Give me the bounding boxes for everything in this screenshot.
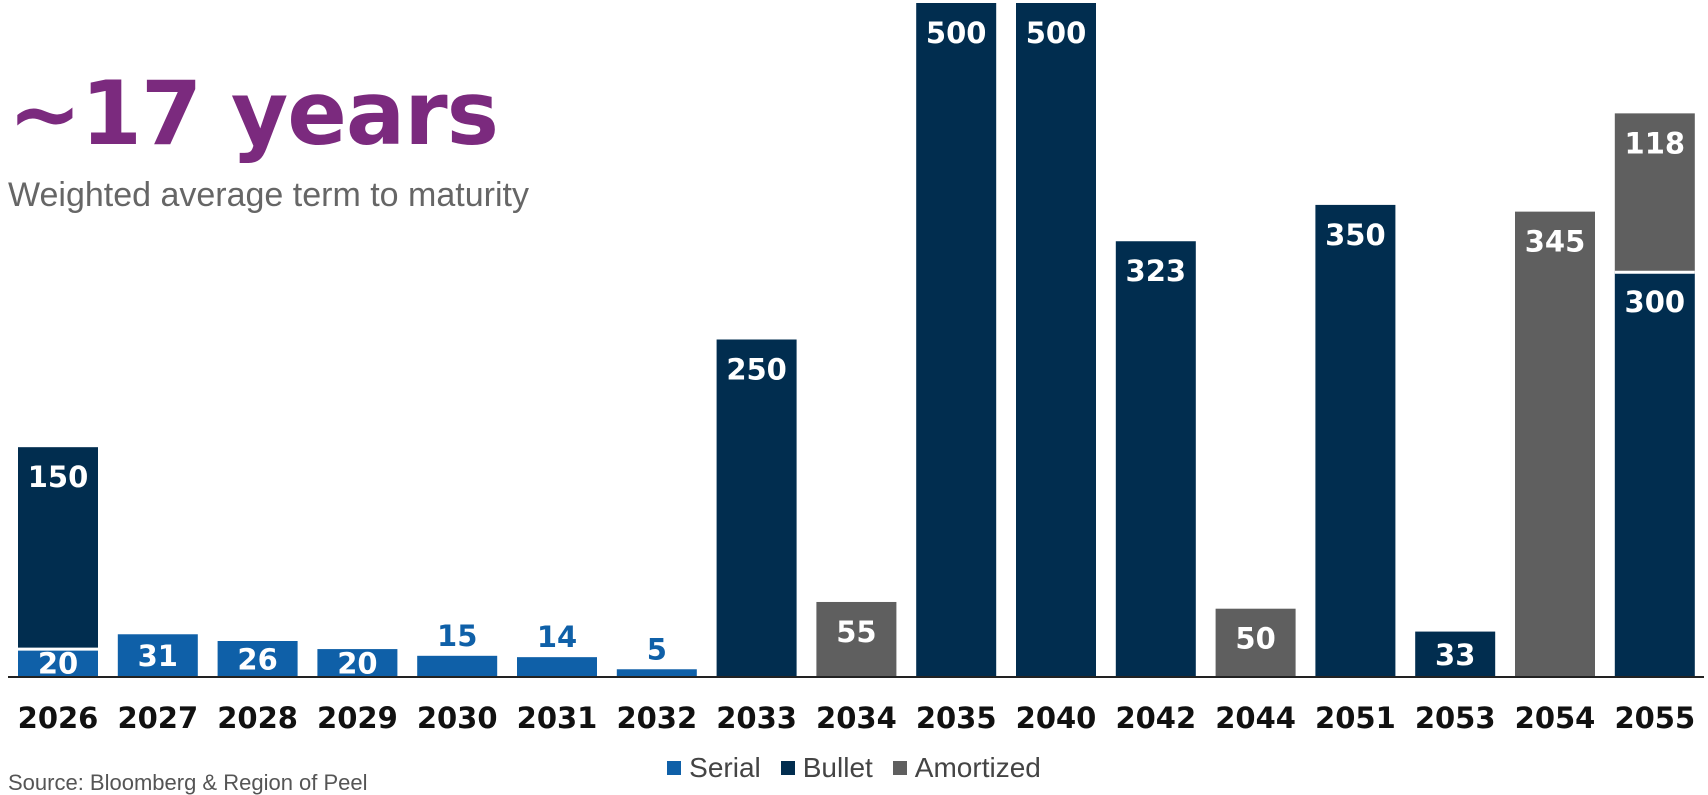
chart-legend: Serial Bullet Amortized <box>0 752 1708 784</box>
bar-bullet-2033 <box>716 339 797 676</box>
x-tick-label-2030: 2030 <box>417 701 498 735</box>
legend-label-bullet: Bullet <box>802 752 873 783</box>
x-tick-label-2035: 2035 <box>916 701 997 735</box>
bar-bullet-2040 <box>1016 3 1096 676</box>
legend-item-bullet: Bullet <box>780 752 873 784</box>
legend-item-serial: Serial <box>667 752 761 784</box>
source-note: Source: Bloomberg & Region of Peel <box>8 770 368 795</box>
data-label-bullet-2035: 500 <box>926 16 987 50</box>
legend-swatch-amortized <box>892 761 907 775</box>
data-label-serial-2031: 14 <box>537 620 577 654</box>
bar-serial-2028 <box>217 641 298 676</box>
data-label-serial-2030: 15 <box>437 619 477 653</box>
legend-swatch-bullet <box>780 761 795 775</box>
bar-serial-2027 <box>117 634 198 676</box>
bar-bullet-2042 <box>1115 241 1196 676</box>
x-tick-label-2028: 2028 <box>217 701 298 735</box>
data-label-amortized-2054: 345 <box>1525 225 1586 259</box>
bar-bullet-2053 <box>1415 631 1496 676</box>
bar-serial-2029 <box>317 649 398 676</box>
bar-serial-2032 <box>616 669 697 676</box>
bar-amortized-2055 <box>1614 113 1695 273</box>
x-tick-label-2034: 2034 <box>816 701 897 735</box>
bar-bullet-2051 <box>1315 204 1396 676</box>
bar-bullet-2055 <box>1614 272 1695 676</box>
data-label-bullet-2053: 33 <box>1435 638 1475 672</box>
data-label-amortized-2034: 55 <box>836 615 876 649</box>
data-label-serial-2032: 5 <box>647 632 667 666</box>
data-label-bullet-2051: 350 <box>1325 218 1386 252</box>
x-tick-label-2031: 2031 <box>517 701 598 735</box>
data-label-bullet-2033: 250 <box>726 353 787 387</box>
data-label-amortized-2055: 118 <box>1625 126 1686 160</box>
x-tick-label-2053: 2053 <box>1415 701 1496 735</box>
data-label-amortized-2044: 50 <box>1235 622 1275 656</box>
data-label-serial-2028: 26 <box>237 643 277 677</box>
bar-amortized-2034 <box>816 601 897 676</box>
bar-amortized-2054 <box>1515 211 1595 676</box>
bar-serial-2031 <box>517 657 597 676</box>
bar-serial-2030 <box>417 655 498 676</box>
data-label-serial-2027: 31 <box>138 639 178 673</box>
x-tick-label-2029: 2029 <box>317 701 398 735</box>
bar-amortized-2044 <box>1215 608 1296 676</box>
x-tick-label-2051: 2051 <box>1315 701 1396 735</box>
x-tick-label-2040: 2040 <box>1016 701 1097 735</box>
data-label-bullet-2026: 150 <box>28 460 89 494</box>
x-tick-label-2042: 2042 <box>1115 701 1196 735</box>
bar-bullet-2026 <box>18 447 98 650</box>
legend-label-amortized: Amortized <box>914 752 1041 783</box>
headline-metric: ~17 years <box>8 62 499 165</box>
bar-bullet-2035 <box>916 3 997 676</box>
legend-swatch-serial <box>667 761 682 775</box>
x-tick-label-2032: 2032 <box>616 701 697 735</box>
bar-serial-2026 <box>18 649 98 676</box>
x-tick-label-2044: 2044 <box>1215 701 1296 735</box>
headline-caption: Weighted average term to maturity <box>8 176 529 214</box>
x-tick-label-2033: 2033 <box>716 701 797 735</box>
data-label-bullet-2040: 500 <box>1026 16 1087 50</box>
data-label-serial-2029: 20 <box>337 647 377 681</box>
data-label-serial-2026: 20 <box>38 647 78 681</box>
data-label-bullet-2042: 323 <box>1126 254 1187 288</box>
x-tick-label-2054: 2054 <box>1515 701 1596 735</box>
x-tick-label-2026: 2026 <box>18 701 99 735</box>
x-tick-label-2055: 2055 <box>1614 701 1695 735</box>
legend-item-amortized: Amortized <box>892 752 1041 784</box>
x-tick-label-2027: 2027 <box>117 701 198 735</box>
data-label-bullet-2055: 300 <box>1625 285 1686 319</box>
legend-label-serial: Serial <box>689 752 761 783</box>
